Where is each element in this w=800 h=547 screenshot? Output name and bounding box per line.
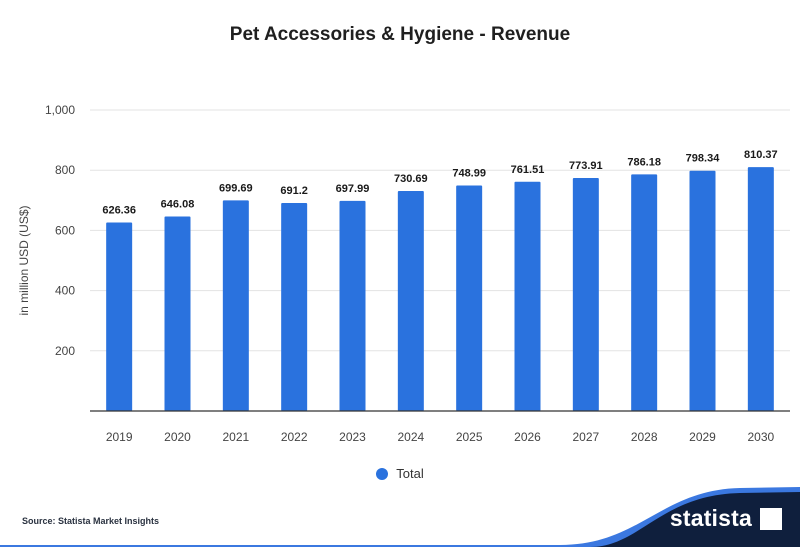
x-tick-label: 2019 — [106, 430, 133, 444]
data-label: 773.91 — [569, 160, 603, 172]
bar — [514, 181, 541, 411]
bar — [281, 202, 308, 411]
data-label: 810.37 — [744, 149, 778, 161]
y-axis-title: in million USD (US$) — [17, 205, 31, 315]
x-tick-label: 2030 — [747, 430, 774, 444]
x-tick-label: 2027 — [572, 430, 599, 444]
bar — [631, 174, 658, 411]
x-tick-label: 2025 — [456, 430, 483, 444]
x-tick-label: 2029 — [689, 430, 716, 444]
bar — [164, 216, 191, 411]
data-label: 798.34 — [686, 153, 721, 165]
x-tick-label: 2024 — [397, 430, 424, 444]
y-tick-label: 600 — [55, 223, 75, 237]
data-label: 626.36 — [102, 204, 136, 216]
y-tick-label: 400 — [55, 284, 75, 298]
bar — [456, 185, 483, 411]
bar — [747, 167, 774, 411]
data-label: 748.99 — [452, 168, 486, 180]
chart-title: Pet Accessories & Hygiene - Revenue — [229, 24, 571, 45]
brand-logo[interactable]: statista — [669, 505, 752, 531]
y-tick-label: 800 — [55, 163, 75, 177]
data-label: 730.69 — [394, 173, 428, 185]
x-tick-label: 2028 — [631, 430, 658, 444]
y-tick-label: 200 — [55, 344, 75, 358]
bar — [572, 178, 599, 411]
x-tick-label: 2026 — [514, 430, 541, 444]
x-tick-label: 2022 — [281, 430, 308, 444]
x-tick-label: 2023 — [339, 430, 366, 444]
data-label: 691.2 — [280, 185, 308, 197]
data-label: 646.08 — [161, 199, 195, 211]
data-label: 761.51 — [511, 164, 545, 176]
source-note: Source: Statista Market Insights — [22, 516, 160, 526]
legend-label: Total — [396, 466, 424, 481]
footer-wave — [590, 492, 800, 547]
bar — [339, 200, 366, 411]
y-tick-label: 1,000 — [45, 103, 75, 117]
data-label: 699.69 — [219, 182, 253, 194]
bar — [106, 222, 133, 411]
x-tick-label: 2021 — [222, 430, 249, 444]
brand-logo-icon — [760, 508, 782, 530]
bar — [222, 200, 249, 411]
bar — [397, 191, 424, 411]
legend-marker — [376, 467, 389, 480]
bar — [689, 170, 716, 411]
legend[interactable]: Total — [0, 466, 800, 481]
x-tick-label: 2020 — [164, 430, 191, 444]
data-label: 786.18 — [627, 156, 661, 168]
data-label: 697.99 — [336, 183, 370, 195]
